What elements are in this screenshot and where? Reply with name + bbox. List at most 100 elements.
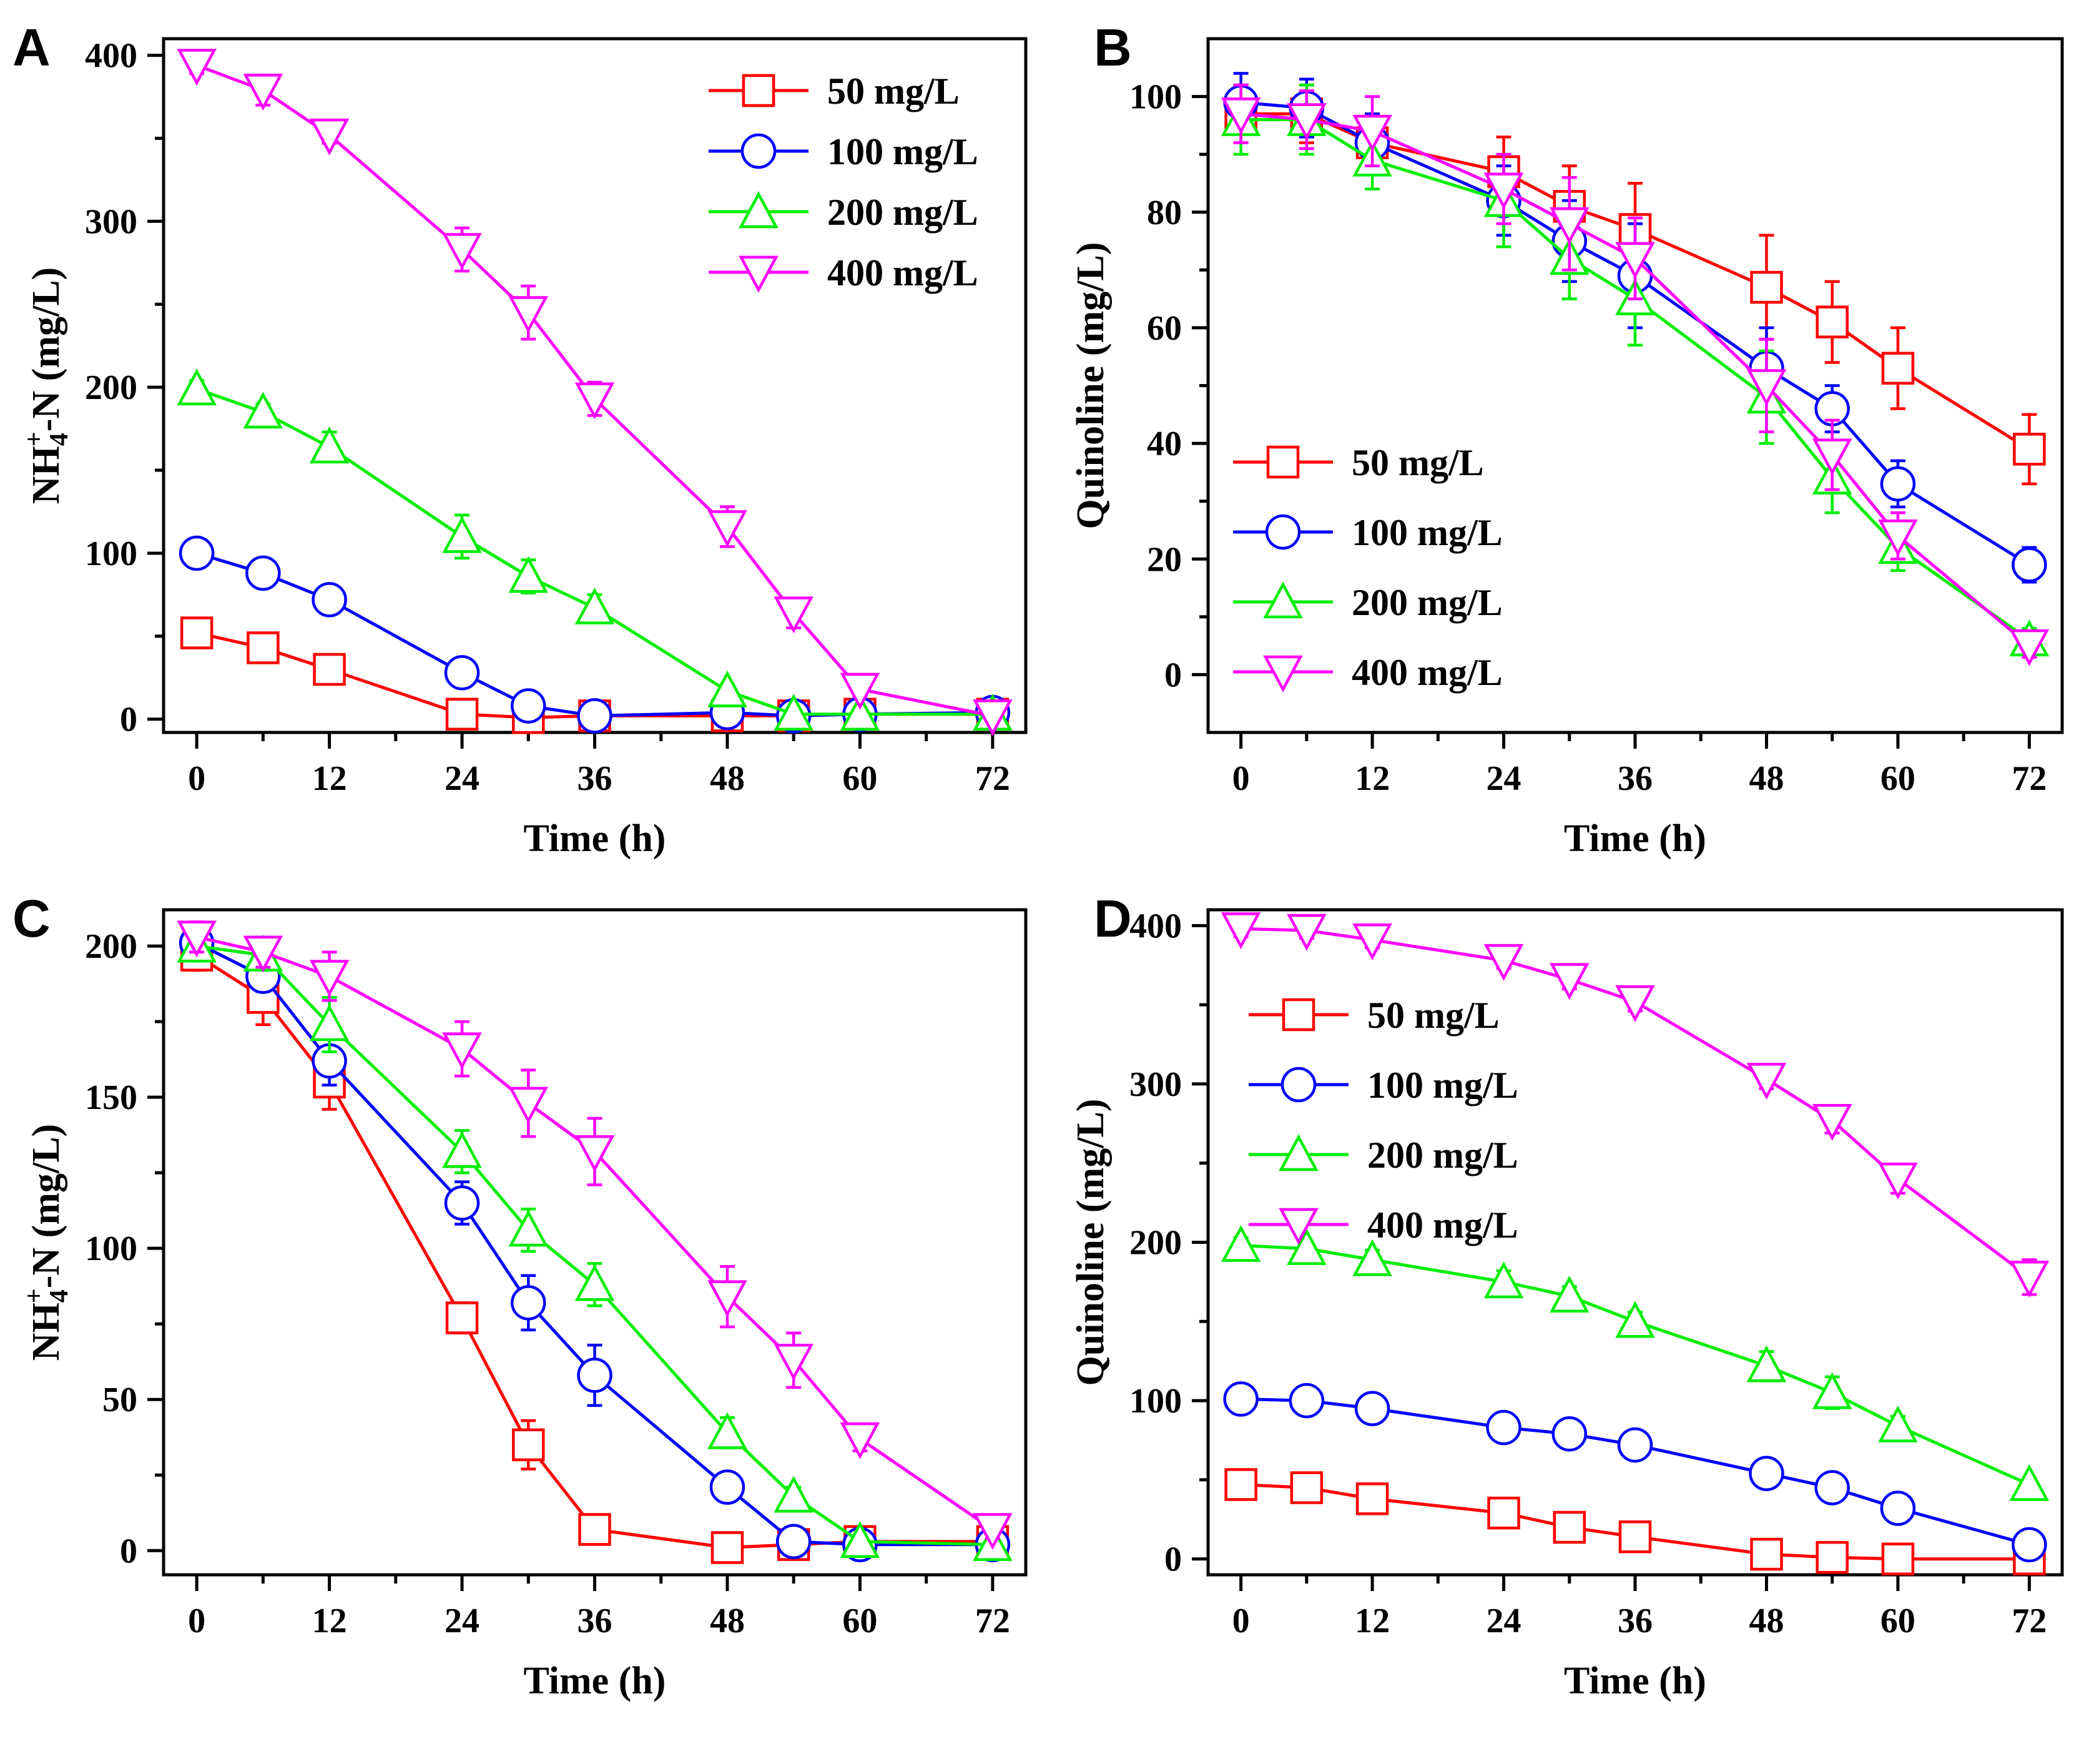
data-point bbox=[1750, 270, 1783, 304]
data-point bbox=[1615, 1301, 1655, 1338]
data-point bbox=[1551, 1416, 1588, 1452]
y-tick-label: 400 bbox=[85, 37, 137, 76]
x-tick-label: 72 bbox=[2012, 759, 2047, 798]
x-axis-title: Time (h) bbox=[1564, 817, 1706, 860]
data-point bbox=[1486, 1409, 1521, 1446]
plot-frame bbox=[162, 908, 1028, 1577]
data-point bbox=[1354, 1391, 1390, 1426]
series-400-mg-l bbox=[177, 920, 1013, 1550]
legend-label: 50 mg/L bbox=[1352, 442, 1484, 483]
data-point bbox=[442, 516, 482, 553]
x-tick-label: 0 bbox=[1232, 759, 1250, 798]
data-point bbox=[574, 382, 615, 420]
data-point bbox=[1483, 944, 1524, 981]
data-point bbox=[1749, 1456, 1784, 1491]
x-axis-title: Time (h) bbox=[524, 1660, 666, 1702]
data-point bbox=[1880, 1491, 1916, 1526]
data-point bbox=[2012, 547, 2047, 583]
series-line bbox=[196, 64, 993, 717]
panel-d: 0 12 24 36 48 60 72 0 100 200 300 400 Time (h) Quinol… bbox=[1069, 889, 2064, 1702]
data-point bbox=[774, 1476, 813, 1513]
panel-b: 0 12 24 36 48 60 72 0 20 40 60 80 100 Time (h) Quinoli… bbox=[1069, 18, 2064, 860]
data-point bbox=[1881, 1542, 1915, 1575]
panel-letter: D bbox=[1094, 889, 1132, 948]
x-tick-label: 36 bbox=[1618, 759, 1653, 798]
x-tick-label: 24 bbox=[1487, 1602, 1521, 1640]
data-point bbox=[578, 1513, 611, 1546]
data-point bbox=[1617, 1427, 1653, 1463]
data-point bbox=[1615, 985, 1655, 1022]
data-point bbox=[2009, 1464, 2050, 1501]
data-point bbox=[1816, 305, 1849, 338]
data-point bbox=[309, 960, 350, 997]
y-tick-label: 150 bbox=[85, 1078, 137, 1117]
legend-label: 100 mg/L bbox=[827, 131, 978, 172]
data-point bbox=[1878, 519, 1918, 556]
x-tick-label: 48 bbox=[1749, 1602, 1784, 1640]
data-point bbox=[1352, 1239, 1392, 1276]
data-point bbox=[774, 1344, 813, 1381]
series-200-mg-l bbox=[1221, 1224, 2050, 1501]
y-tick-label: 0 bbox=[120, 701, 137, 739]
y-tick-label: 20 bbox=[1147, 540, 1182, 579]
data-point bbox=[840, 1521, 880, 1558]
data-point bbox=[2012, 1527, 2047, 1563]
data-point bbox=[1550, 207, 1590, 245]
series-200-mg-l bbox=[177, 925, 1013, 1561]
legend-label: 400 mg/L bbox=[1367, 1205, 1518, 1246]
y-tick-label: 40 bbox=[1147, 425, 1182, 463]
x-tick-label: 48 bbox=[710, 1602, 745, 1640]
data-point bbox=[1750, 1537, 1783, 1571]
data-point bbox=[1615, 242, 1655, 279]
x-tick-label: 0 bbox=[188, 759, 205, 798]
y-tick-label: 80 bbox=[1147, 194, 1182, 232]
data-point bbox=[508, 1210, 549, 1247]
x-tick-label: 0 bbox=[188, 1602, 205, 1640]
y-tick-label: 400 bbox=[1129, 907, 1182, 945]
panel-letter: A bbox=[12, 18, 51, 77]
x-tick-label: 24 bbox=[1487, 759, 1521, 798]
legend-label: 50 mg/L bbox=[827, 71, 960, 112]
legend-label: 200 mg/L bbox=[827, 192, 978, 233]
data-point bbox=[445, 1301, 479, 1334]
legend-label: 50 mg/L bbox=[827, 71, 960, 112]
x-tick-label: 36 bbox=[578, 1602, 612, 1640]
data-point bbox=[1287, 1228, 1327, 1265]
data-point bbox=[840, 1422, 880, 1459]
data-point bbox=[707, 1280, 747, 1318]
y-tick-label: 0 bbox=[1164, 656, 1182, 694]
data-point bbox=[707, 1412, 747, 1449]
series-line bbox=[1241, 1244, 2030, 1486]
y-tick-label: 100 bbox=[1129, 78, 1182, 117]
data-point bbox=[444, 1185, 480, 1221]
data-point bbox=[1550, 963, 1590, 1000]
data-point bbox=[1224, 1468, 1257, 1501]
y-axis-title: Quinoline (mg/L) bbox=[1069, 1099, 1112, 1386]
legend-marker bbox=[740, 133, 777, 169]
data-point bbox=[1483, 1261, 1524, 1299]
series-line bbox=[195, 942, 993, 1547]
data-point bbox=[1290, 1471, 1324, 1504]
x-tick-label: 72 bbox=[975, 1602, 1010, 1640]
data-point bbox=[177, 920, 217, 958]
data-point bbox=[1550, 1275, 1590, 1313]
data-point bbox=[840, 673, 880, 710]
data-point bbox=[508, 556, 549, 593]
series-100-mg-l bbox=[179, 925, 1011, 1562]
panel-c: 0 12 24 36 48 60 72 0 50 100 150 200 Time (h) NH4+-N … bbox=[12, 71, 1028, 1702]
legend: 50 mg/L 100 mg/L 200 mg/L 400 mg/L bbox=[1233, 442, 1503, 693]
plot-frame bbox=[1206, 37, 2064, 734]
series-200-mg-l bbox=[177, 368, 1013, 731]
x-tick-label: 48 bbox=[710, 759, 745, 798]
series-100-mg-l bbox=[1223, 1381, 2047, 1563]
series-50-mg-l bbox=[1224, 1468, 2046, 1575]
data-point bbox=[511, 1285, 546, 1321]
x-tick-label: 0 bbox=[1232, 1602, 1250, 1640]
data-point bbox=[577, 1357, 612, 1393]
data-point bbox=[1487, 1496, 1520, 1530]
legend-marker bbox=[1263, 581, 1303, 619]
data-point bbox=[508, 1086, 549, 1124]
panel-a: 0 12 24 36 48 60 72 0 100 200 300 400 Time (h) NH4+-N… bbox=[12, 18, 1028, 860]
data-point bbox=[2013, 433, 2046, 466]
data-point bbox=[442, 233, 482, 270]
